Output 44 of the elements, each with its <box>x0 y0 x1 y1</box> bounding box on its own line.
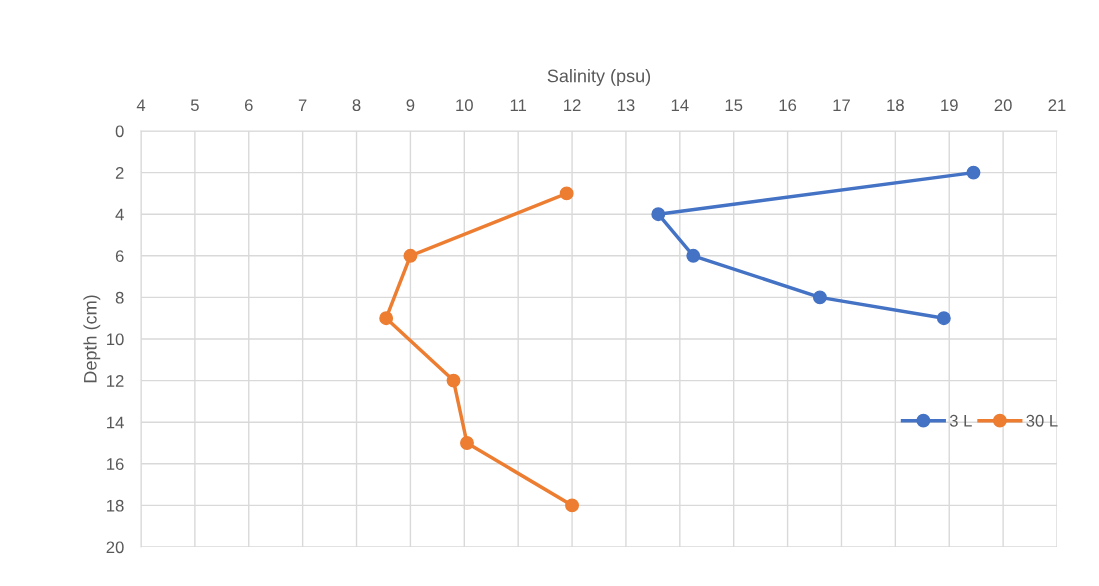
x-tick-label: 12 <box>564 99 581 111</box>
x-tick-label: 15 <box>725 99 743 112</box>
point <box>686 248 701 263</box>
y-tick-label: 14 <box>107 416 124 429</box>
x-tick-label: 7 <box>298 99 307 111</box>
x-tick-label: 19 <box>941 99 958 112</box>
point <box>565 498 580 513</box>
x-tick-label: 4 <box>136 99 146 111</box>
y-tick-label: 18 <box>107 499 124 512</box>
legend-label: 30 L <box>1026 414 1058 427</box>
point <box>379 311 394 326</box>
x-tick-label: 8 <box>352 99 361 112</box>
point <box>460 436 474 450</box>
x-tick-label: 18 <box>887 99 904 112</box>
y-tick-label: 12 <box>107 375 124 387</box>
x-tick-label: 20 <box>994 99 1012 112</box>
y-tick-label: 0 <box>115 125 124 138</box>
y-tick-label: 16 <box>107 458 124 470</box>
point <box>812 290 827 305</box>
x-tick-label: 17 <box>833 99 850 111</box>
x-tick-label: 11 <box>510 99 527 111</box>
x-tick-label: 6 <box>244 99 253 112</box>
x-tick-label: 16 <box>779 99 797 112</box>
y-tick-label: 20 <box>106 541 124 554</box>
y-tick-label: 6 <box>115 250 124 262</box>
x-tick-label: 13 <box>617 99 635 112</box>
point <box>936 311 951 326</box>
point <box>966 165 981 180</box>
point <box>403 248 418 263</box>
x-tick-label: 14 <box>671 99 689 111</box>
point <box>651 207 666 222</box>
point <box>446 373 461 388</box>
y-tick-label: 2 <box>115 167 124 179</box>
y-axis-title: Depth (cm) <box>83 295 101 383</box>
x-tick-label: 21 <box>1048 99 1066 111</box>
point <box>559 186 574 201</box>
y-tick-label: 8 <box>115 291 124 304</box>
x-axis-title: Salinity (psu) <box>547 69 651 86</box>
legend-label: 3 L <box>949 414 972 427</box>
x-tick-label: 9 <box>406 99 415 112</box>
y-tick-label: 4 <box>115 208 124 221</box>
x-tick-label: 10 <box>456 99 473 112</box>
x-tick-label: 5 <box>190 99 199 112</box>
y-tick-label: 10 <box>107 333 124 346</box>
